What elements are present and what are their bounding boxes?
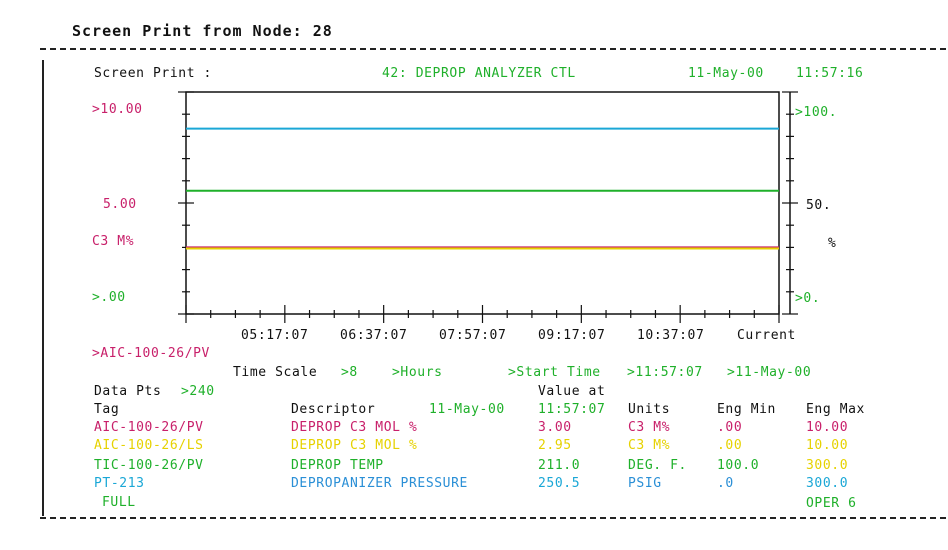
row-value: 3.00 (538, 420, 572, 435)
selected-tag-link[interactable]: >AIC-100-26/PV (92, 346, 210, 361)
left-axis-units: C3 M% (92, 234, 135, 249)
data-pts-label: Data Pts (94, 384, 162, 399)
row-descriptor: DEPROP C3 MOL % (291, 420, 418, 435)
plot-area (185, 91, 780, 315)
row-tag[interactable]: AIC-100-26/PV (94, 420, 204, 435)
series-lines (186, 127, 779, 250)
left-border (42, 60, 44, 516)
start-time-link[interactable]: >Start Time (508, 365, 601, 380)
col-header-tag: Tag (94, 402, 120, 417)
axis-ticks (178, 91, 798, 323)
row-units: C3 M% (628, 420, 671, 435)
start-date-input[interactable]: >11-May-00 (727, 365, 812, 380)
col-header-date: 11-May-00 (429, 402, 505, 417)
left-axis-top[interactable]: >10.00 (92, 102, 143, 117)
right-axis-bottom[interactable]: >0. (795, 291, 821, 306)
display-name: 42: DEPROP ANALYZER CTL (382, 66, 576, 81)
data-pts-input[interactable]: >240 (181, 384, 215, 399)
top-divider (40, 48, 946, 50)
row-eng-min: .0 (717, 476, 734, 491)
row-descriptor: DEPROP TEMP (291, 458, 384, 473)
header-date: 11-May-00 (688, 66, 764, 81)
start-time-input[interactable]: >11:57:07 (627, 365, 703, 380)
bottom-divider (40, 517, 946, 519)
col-header-eng-max: Eng Max (806, 402, 865, 417)
row-units: PSIG (628, 476, 662, 491)
row-value: 211.0 (538, 458, 581, 473)
hours-select[interactable]: >Hours (392, 365, 443, 380)
row-units: DEG. F. (628, 458, 687, 473)
col-header-units: Units (628, 402, 671, 417)
left-axis-mid: 5.00 (103, 197, 137, 212)
row-value: 250.5 (538, 476, 581, 491)
header-time: 11:57:16 (796, 66, 864, 81)
time-label: 09:17:07 (538, 328, 606, 343)
left-axis-bottom[interactable]: >.00 (92, 290, 126, 305)
time-label: 06:37:07 (340, 328, 408, 343)
window-title: Screen Print from Node: 28 (72, 22, 333, 40)
time-label: 07:57:07 (439, 328, 507, 343)
row-eng-min: .00 (717, 420, 743, 435)
right-axis-units: % (828, 236, 837, 251)
time-label: 10:37:07 (637, 328, 705, 343)
oper-indicator: OPER 6 (806, 496, 857, 511)
row-descriptor: DEPROP C3 MOL % (291, 438, 418, 453)
value-at-label: Value at (538, 384, 606, 399)
time-scale-input[interactable]: >8 (341, 365, 358, 380)
screen-print-label: Screen Print : (94, 66, 212, 81)
time-scale-label: Time Scale (233, 365, 318, 380)
row-value: 2.95 (538, 438, 572, 453)
right-axis-top[interactable]: >100. (795, 105, 838, 120)
col-header-eng-min: Eng Min (717, 402, 776, 417)
right-axis-mid: 50. (806, 198, 832, 213)
row-tag[interactable]: TIC-100-26/PV (94, 458, 204, 473)
col-header-time: 11:57:07 (538, 402, 606, 417)
row-eng-max: 300.0 (806, 458, 849, 473)
row-descriptor: DEPROPANIZER PRESSURE (291, 476, 468, 491)
chart-frame (185, 91, 791, 315)
row-eng-min: 100.0 (717, 458, 760, 473)
full-button[interactable]: FULL (102, 495, 136, 510)
time-label-current: Current (737, 328, 796, 343)
row-eng-max: 10.00 (806, 438, 849, 453)
row-tag[interactable]: AIC-100-26/LS (94, 438, 204, 453)
row-tag[interactable]: PT-213 (94, 476, 145, 491)
row-eng-max: 300.0 (806, 476, 849, 491)
row-eng-min: .00 (717, 438, 743, 453)
row-units: C3 M% (628, 438, 671, 453)
col-header-descriptor: Descriptor (291, 402, 376, 417)
row-eng-max: 10.00 (806, 420, 849, 435)
time-label: 05:17:07 (241, 328, 309, 343)
